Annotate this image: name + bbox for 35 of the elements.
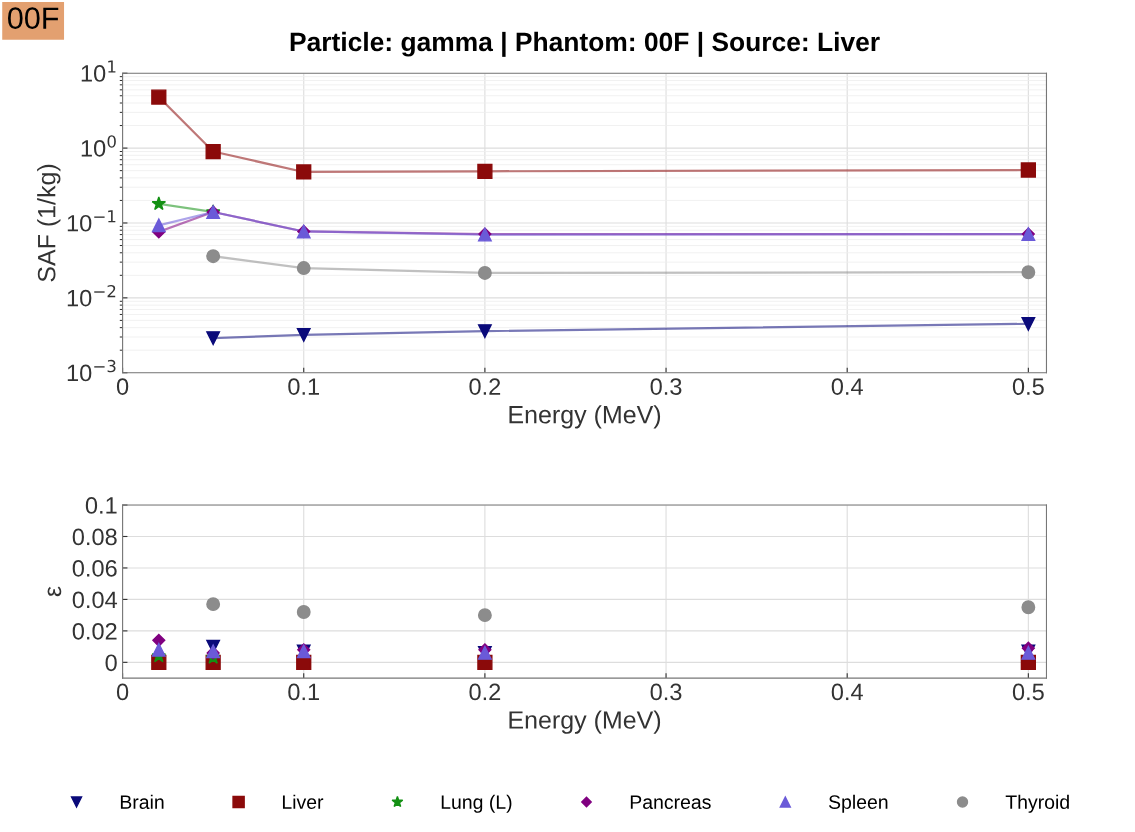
y-tick-label: 0 — [105, 654, 117, 672]
y-tick-label: 0.04 — [72, 591, 118, 609]
x-tick-label: 0.1 — [288, 683, 319, 701]
y-axis-title: ε — [47, 586, 62, 597]
x-tick-label: 0.1 — [288, 378, 319, 395]
y-tick-label: 0.08 — [72, 528, 117, 546]
legend-label: Spleen — [828, 794, 888, 813]
y-tick-label: 10$^{0}$ — [81, 135, 116, 157]
y-tick-label: 10$^{−1}$ — [67, 210, 116, 232]
y-tick-label: 10$^{−2}$ — [67, 284, 116, 307]
legend-label: Lung (L) — [441, 794, 512, 813]
x-tick-label: 0.5 — [1012, 378, 1044, 395]
x-tick-label: 0.4 — [831, 378, 863, 395]
x-tick-label: 0 — [116, 683, 129, 701]
x-tick-label: 0.3 — [650, 378, 682, 395]
y-tick-label: 0.06 — [72, 560, 117, 577]
y-tick-label: 0.02 — [72, 622, 117, 640]
legend-label: Liver — [282, 794, 324, 809]
x-tick-label: 0.4 — [831, 683, 863, 701]
y-tick-label: 0.1 — [85, 497, 117, 514]
y-tick-label: 10$^{−3}$ — [67, 359, 116, 382]
x-axis-title: Energy (MeV) — [509, 710, 661, 734]
x-tick-label: 0.5 — [1012, 683, 1044, 701]
x-tick-label: 0.2 — [469, 683, 501, 701]
legend-label: Thyroid — [1005, 794, 1069, 813]
x-axis-title: Energy (MeV) — [509, 405, 661, 429]
text: 00F — [8, 7, 59, 29]
y-tick-label: 10$^{1}$ — [81, 60, 116, 82]
x-tick-label: 0.3 — [650, 683, 682, 701]
x-tick-label: 0 — [116, 378, 129, 395]
legend-label: Brain — [120, 794, 164, 809]
chart-title: Particle: gamma | Phantom: 00F | Source: Liver — [290, 31, 880, 57]
legend-label: Pancreas — [630, 795, 711, 809]
y-axis-title: SAF (1/kg) — [37, 164, 61, 282]
x-tick-label: 0.2 — [469, 378, 501, 395]
